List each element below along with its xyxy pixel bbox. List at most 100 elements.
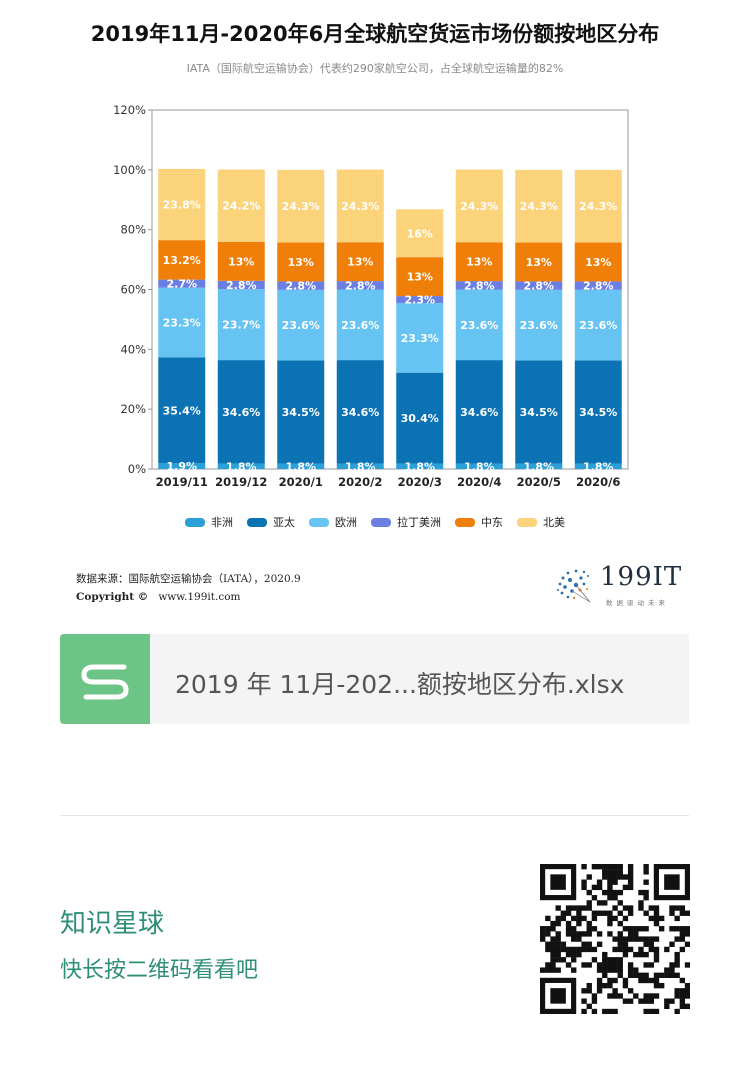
bar-segment: [515, 289, 563, 361]
data-label: 2.8%: [523, 280, 554, 293]
data-label: 1.8%: [583, 460, 614, 473]
copyright-line: Copyright © www.199it.com: [76, 591, 240, 603]
bar-segment: [396, 463, 444, 469]
data-label: 13%: [288, 256, 314, 269]
data-label: 1.9%: [166, 460, 197, 473]
x-tick-label: 2020/2: [338, 475, 382, 489]
data-label: 23.6%: [579, 319, 617, 332]
bar-segment: [515, 242, 563, 282]
bar-segment: [158, 357, 206, 464]
data-label: 34.5%: [520, 406, 558, 419]
attachment-file-name[interactable]: 2019 年 11月-202...额按地区分布.xlsx: [175, 670, 625, 699]
s-file-icon[interactable]: [60, 634, 150, 724]
bar-segment: [396, 209, 444, 258]
bar-segment: [158, 279, 206, 288]
data-label: 24.3%: [579, 200, 617, 213]
qr-code-icon[interactable]: [540, 864, 690, 1014]
legend-label: 北美: [543, 516, 565, 529]
data-label: 2.7%: [166, 278, 197, 291]
data-label: 23.6%: [282, 319, 320, 332]
data-label: 34.6%: [341, 406, 379, 419]
data-label: 13%: [466, 256, 492, 269]
data-label: 2.8%: [285, 280, 316, 293]
legend-item: 欧洲: [309, 514, 357, 530]
data-label: 1.8%: [345, 460, 376, 473]
bar-segment: [217, 463, 265, 469]
x-tick-label: 2020/1: [279, 475, 323, 489]
bar-segment: [455, 463, 503, 469]
bar-segment: [336, 360, 384, 464]
y-tick-label: 120%: [113, 103, 146, 117]
legend-swatch: [309, 517, 329, 527]
data-label: 34.6%: [460, 406, 498, 419]
bar-segment: [515, 281, 563, 290]
data-label: 24.3%: [282, 200, 320, 213]
bar-segment: [336, 281, 384, 290]
source-url: www.199it.com: [158, 591, 241, 603]
bar-segment: [455, 242, 503, 282]
data-label: 23.6%: [341, 319, 379, 332]
data-label: 23.3%: [401, 332, 439, 345]
legend-swatch: [371, 517, 391, 527]
data-label: 2.8%: [226, 279, 257, 292]
bar-segment: [574, 360, 622, 464]
bar-segment: [396, 296, 444, 303]
bar-segment: [277, 463, 325, 469]
data-label: 34.6%: [222, 406, 260, 419]
data-label: 23.6%: [520, 319, 558, 332]
section-divider: [60, 815, 689, 816]
bar-segment: [158, 240, 206, 280]
bar-segment: [217, 360, 265, 464]
bar-segment: [217, 169, 265, 242]
y-tick-label: 100%: [113, 163, 146, 177]
planet-subtitle: 快长按二维码看看吧: [60, 958, 259, 983]
data-label: 23.6%: [460, 319, 498, 332]
logo-text: 199IT: [600, 562, 683, 592]
bar-segment: [574, 463, 622, 469]
bar-segment: [574, 169, 622, 243]
legend-swatch: [185, 517, 205, 527]
legend-item: 亚太: [247, 514, 295, 530]
chart-legend: 非洲 亚太 欧洲 拉丁美洲 中东 北美: [0, 514, 750, 530]
y-tick-label: 80%: [120, 223, 146, 237]
data-label: 16%: [407, 227, 433, 240]
x-tick-label: 2020/4: [457, 475, 501, 489]
data-label: 23.3%: [163, 317, 201, 330]
bar-segment: [158, 463, 206, 469]
data-label: 1.8%: [285, 460, 316, 473]
x-tick-label: 2020/3: [398, 475, 442, 489]
bar-segment: [396, 372, 444, 464]
data-label: 13%: [526, 256, 552, 269]
legend-item: 北美: [517, 514, 565, 530]
x-tick-label: 2020/6: [576, 475, 620, 489]
data-source: 数据来源：国际航空运输协会（IATA），2020.9: [76, 573, 301, 585]
bar-segment: [277, 242, 325, 282]
legend-item: 拉丁美洲: [371, 514, 441, 530]
copyright-label: Copyright ©: [76, 591, 149, 603]
bar-segment: [336, 169, 384, 243]
x-tick-label: 2019/12: [215, 475, 267, 489]
legend-swatch: [455, 517, 475, 527]
bar-segment: [277, 289, 325, 361]
logo-tagline: 数据驱动未来: [606, 599, 669, 607]
bar-segment: [574, 281, 622, 290]
bar-segment: [217, 289, 265, 361]
data-label: 1.8%: [226, 460, 257, 473]
data-label: 24.3%: [520, 200, 558, 213]
legend-label: 拉丁美洲: [397, 516, 441, 529]
bar-segment: [455, 289, 503, 361]
bar-segment: [515, 360, 563, 464]
bar-segment: [217, 280, 265, 290]
data-label: 35.4%: [163, 404, 201, 417]
bar-segment: [455, 169, 503, 243]
data-label: 13%: [585, 256, 611, 269]
data-label: 13%: [228, 255, 254, 268]
legend-swatch: [247, 517, 267, 527]
planet-title: 知识星球: [60, 909, 165, 939]
attachment-card[interactable]: [60, 634, 689, 724]
data-label: 1.8%: [404, 460, 435, 473]
bar-segment: [515, 463, 563, 469]
data-label: 2.8%: [464, 279, 495, 292]
data-label: 2.8%: [583, 280, 614, 293]
data-label: 13.2%: [163, 254, 201, 267]
